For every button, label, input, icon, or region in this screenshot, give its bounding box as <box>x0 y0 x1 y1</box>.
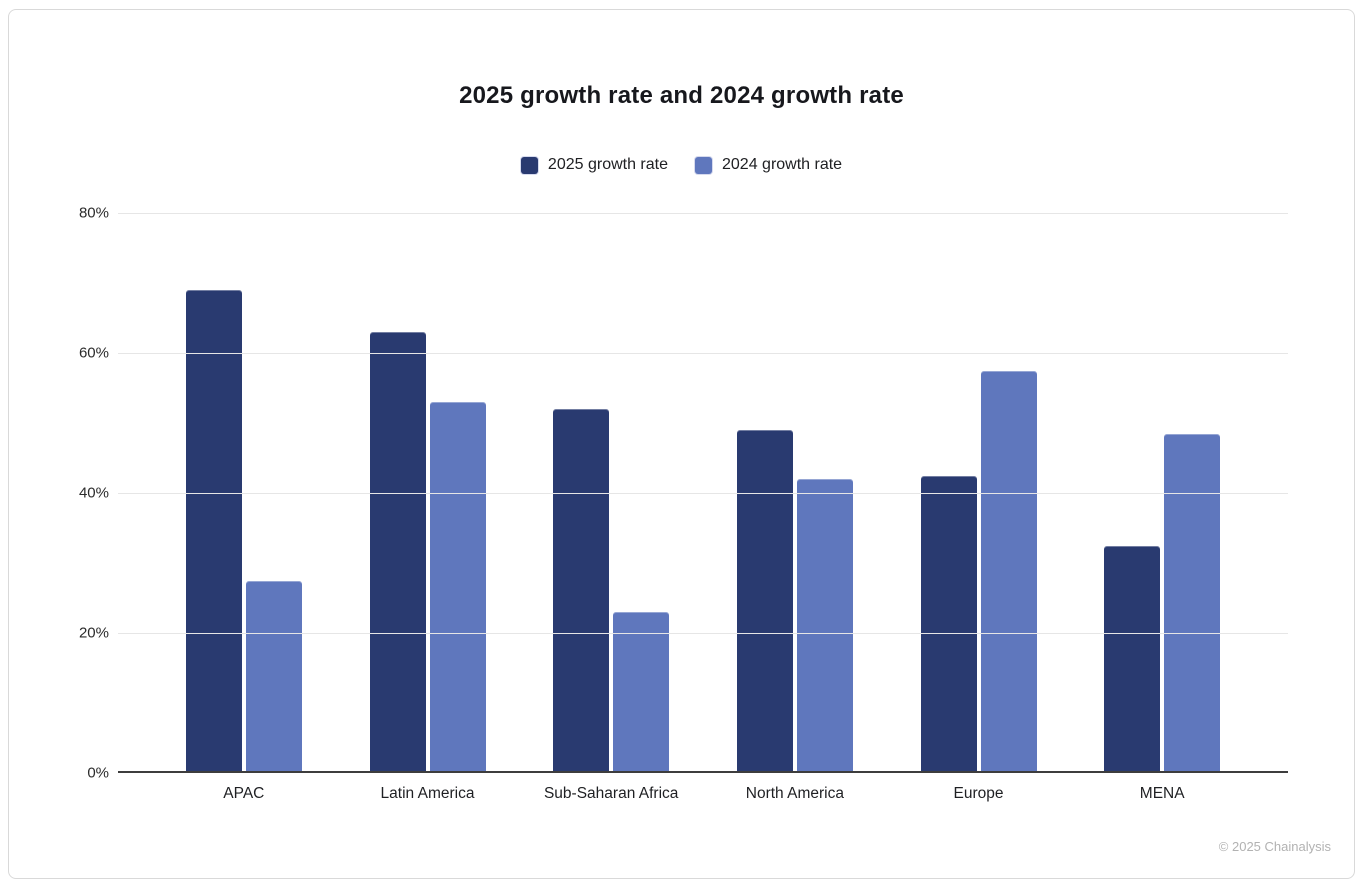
bar-group-sub-saharan-africa <box>519 213 703 773</box>
bar-2024-europe <box>980 370 1037 773</box>
bars-container <box>152 213 1254 773</box>
bar-2024-apac <box>245 580 302 773</box>
x-tick-label-sub-saharan-africa: Sub-Saharan Africa <box>543 785 679 802</box>
copyright-text: © 2025 Chainalysis <box>1218 839 1331 854</box>
bar-group-north-america <box>703 213 887 773</box>
x-tick-label-apac: APAC <box>223 785 265 802</box>
gridline-60 <box>118 353 1288 354</box>
bar-2025-apac <box>185 290 242 773</box>
bar-2024-latin-america <box>429 402 486 773</box>
bar-2025-north-america <box>736 430 793 773</box>
bar-group-latin-america <box>336 213 520 773</box>
legend: 2025 growth rate 2024 growth rate <box>9 156 1354 174</box>
bar-2025-latin-america <box>369 332 426 773</box>
y-tick-label: 20% <box>78 624 109 642</box>
gridline-20 <box>118 633 1288 634</box>
bar-2024-mena <box>1164 433 1221 773</box>
y-tick-label: 40% <box>78 484 109 502</box>
legend-item-2024-growth-rate: 2024 growth rate <box>695 156 842 174</box>
bar-2024-sub-saharan-africa <box>613 612 670 773</box>
plot-area <box>118 213 1288 773</box>
y-axis-labels: 80% 60% 40% 20% 0% <box>9 205 109 782</box>
legend-label: 2025 growth rate <box>547 156 668 173</box>
y-tick-label: 60% <box>78 344 109 362</box>
bar-group-apac <box>152 213 336 773</box>
bar-2024-north-america <box>796 479 853 773</box>
x-tick-label-latin-america: Latin America <box>380 785 475 802</box>
legend-label: 2024 growth rate <box>722 156 843 173</box>
x-axis-line <box>118 771 1288 773</box>
bar-2025-mena <box>1104 545 1161 773</box>
chart-title: 2025 growth rate and 2024 growth rate <box>459 82 904 109</box>
legend-swatch-icon <box>695 156 712 174</box>
bar-group-europe <box>887 213 1071 773</box>
bar-2025-europe <box>920 475 977 773</box>
legend-swatch-icon <box>520 156 538 174</box>
bar-2025-sub-saharan-africa <box>553 409 610 773</box>
y-tick-label: 80% <box>78 204 109 222</box>
x-axis-labels: APAC Latin America Sub-Saharan Africa North… <box>118 773 1288 803</box>
x-tick-label-mena: MENA <box>1139 785 1185 802</box>
legend-item-2025-growth-rate: 2025 growth rate <box>520 156 668 174</box>
y-tick-label: 0% <box>87 764 109 782</box>
chart-card: 2025 growth rate and 2024 growth rate 20… <box>8 9 1355 879</box>
bar-group-mena <box>1070 213 1254 773</box>
gridline-40 <box>118 493 1288 494</box>
x-tick-label-europe: Europe <box>953 785 1004 802</box>
x-tick-label-north-america: North America <box>745 785 844 802</box>
gridline-80 <box>118 213 1288 214</box>
